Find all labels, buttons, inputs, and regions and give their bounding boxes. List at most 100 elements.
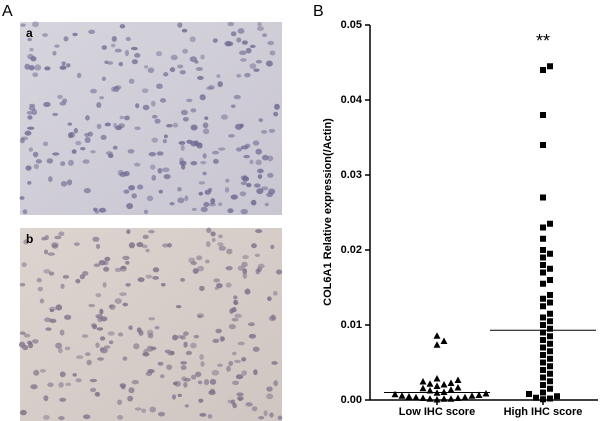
data-point: [454, 394, 462, 401]
data-point: [440, 388, 448, 395]
nucleus: [182, 117, 189, 122]
nucleus: [27, 126, 35, 130]
nucleus: [51, 243, 59, 249]
nucleus: [225, 265, 233, 271]
nucleus: [213, 158, 219, 164]
nucleus: [109, 304, 116, 310]
nucleus: [150, 346, 157, 351]
nucleus: [147, 229, 155, 234]
micrographs: [18, 21, 283, 421]
nucleus: [235, 147, 243, 152]
nucleus: [115, 125, 123, 131]
nucleus: [84, 137, 91, 144]
nucleus: [270, 244, 275, 250]
nucleus: [122, 255, 130, 261]
nucleus: [241, 357, 247, 362]
nucleus: [63, 36, 69, 42]
image-label: b: [26, 232, 33, 246]
nucleus: [197, 265, 205, 272]
nucleus: [148, 317, 156, 321]
data-point: [540, 382, 546, 388]
nucleus: [177, 197, 185, 204]
nucleus: [119, 115, 125, 120]
nucleus: [277, 415, 283, 421]
data-point: [540, 359, 546, 366]
nucleus: [68, 159, 74, 166]
nucleus: [180, 109, 188, 116]
nucleus: [117, 414, 124, 420]
nucleus: [266, 192, 273, 198]
nucleus: [267, 296, 272, 302]
nucleus: [162, 167, 170, 173]
nucleus: [204, 259, 210, 264]
nucleus: [142, 352, 150, 357]
nucleus: [274, 103, 280, 110]
nucleus: [157, 361, 164, 366]
nucleus: [233, 301, 239, 306]
nucleus: [217, 81, 223, 88]
data-point: [547, 378, 553, 385]
nucleus: [96, 101, 102, 108]
nucleus: [182, 48, 188, 54]
nucleus: [72, 373, 77, 377]
data-point: [540, 374, 546, 381]
nucleus: [240, 181, 247, 186]
nucleus: [71, 149, 77, 154]
nucleus: [131, 193, 137, 199]
nucleus: [177, 186, 182, 192]
nucleus: [46, 158, 54, 164]
nucleus: [99, 346, 105, 352]
nucleus: [28, 65, 35, 71]
nucleus: [128, 242, 136, 249]
nucleus: [236, 37, 242, 43]
nucleus: [131, 379, 139, 385]
nucleus: [266, 393, 274, 400]
nucleus: [94, 391, 101, 397]
nucleus: [54, 44, 60, 48]
data-point: [540, 142, 546, 148]
nucleus: [86, 359, 92, 366]
nucleus: [227, 399, 233, 404]
nucleus: [197, 314, 202, 319]
nucleus: [85, 115, 90, 121]
nucleus: [214, 286, 219, 291]
nucleus: [19, 331, 26, 335]
nucleus: [111, 36, 117, 42]
nucleus: [54, 235, 62, 240]
nucleus: [96, 327, 104, 331]
nucleus: [220, 114, 229, 120]
nucleus: [58, 382, 64, 388]
data-point: [547, 395, 553, 402]
nucleus: [103, 260, 109, 266]
nucleus: [64, 314, 72, 320]
nucleus: [267, 155, 274, 162]
data-point: [447, 386, 455, 393]
nucleus: [240, 145, 249, 150]
nucleus: [143, 65, 149, 69]
nucleus: [268, 128, 276, 133]
nucleus: [154, 326, 160, 330]
nucleus: [255, 229, 263, 234]
nucleus: [181, 28, 188, 33]
nucleus: [106, 61, 114, 65]
nucleus: [217, 242, 224, 247]
nucleus: [266, 386, 273, 392]
nucleus: [182, 331, 189, 336]
nucleus: [235, 123, 243, 130]
nucleus: [180, 144, 185, 151]
nucleus: [236, 392, 244, 397]
nucleus: [233, 359, 242, 364]
nucleus: [99, 336, 106, 341]
nucleus: [26, 110, 33, 115]
nucleus: [125, 283, 131, 287]
nucleus: [230, 194, 238, 200]
nucleus: [166, 123, 173, 128]
nucleus: [37, 286, 43, 292]
nucleus: [43, 395, 49, 402]
nucleus: [193, 334, 200, 339]
nucleus: [33, 163, 39, 170]
data-point: [547, 348, 553, 355]
nucleus: [89, 378, 98, 383]
nucleus: [32, 151, 39, 158]
nucleus: [197, 75, 204, 81]
